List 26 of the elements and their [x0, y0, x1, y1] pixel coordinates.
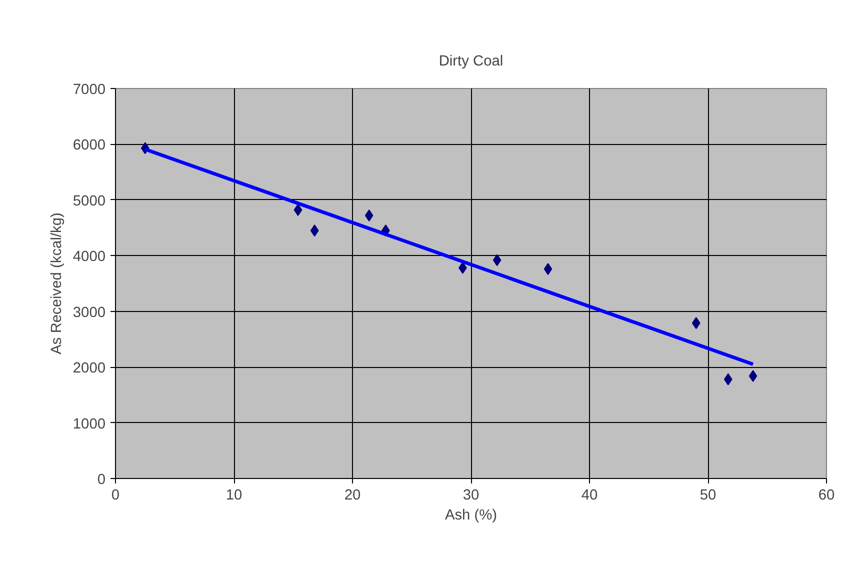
x-tick-label: 0 — [111, 488, 120, 504]
x-tick-label: 30 — [462, 488, 480, 504]
x-tick-label: 10 — [226, 488, 242, 504]
x-tick-label: 50 — [700, 488, 716, 504]
x-tick-label: 60 — [818, 488, 835, 504]
y-tick-label: 6000 — [72, 138, 106, 154]
y-tick-label: 5000 — [72, 193, 106, 210]
point — [544, 263, 552, 276]
y-tick-label: 1000 — [72, 416, 106, 432]
y-tick-label: 3000 — [72, 304, 106, 321]
point — [748, 370, 758, 382]
y-tick-label: 0 — [97, 472, 106, 488]
point — [492, 254, 502, 266]
y-tick-label: 4000 — [72, 249, 106, 266]
point — [294, 204, 302, 216]
point — [364, 210, 374, 222]
chart-title: Dirty Coal — [438, 54, 504, 70]
x-tick-label: 20 — [344, 488, 361, 504]
y-tick-label: 7000 — [72, 82, 106, 98]
point — [692, 317, 700, 330]
x-axis-title: Ash (%) — [444, 508, 498, 524]
y-axis-title: As Received (kcal/kg) — [48, 212, 65, 354]
point — [310, 224, 319, 237]
y-tick-label: 2000 — [72, 360, 106, 377]
point — [724, 373, 732, 386]
x-tick-label: 40 — [581, 488, 598, 504]
